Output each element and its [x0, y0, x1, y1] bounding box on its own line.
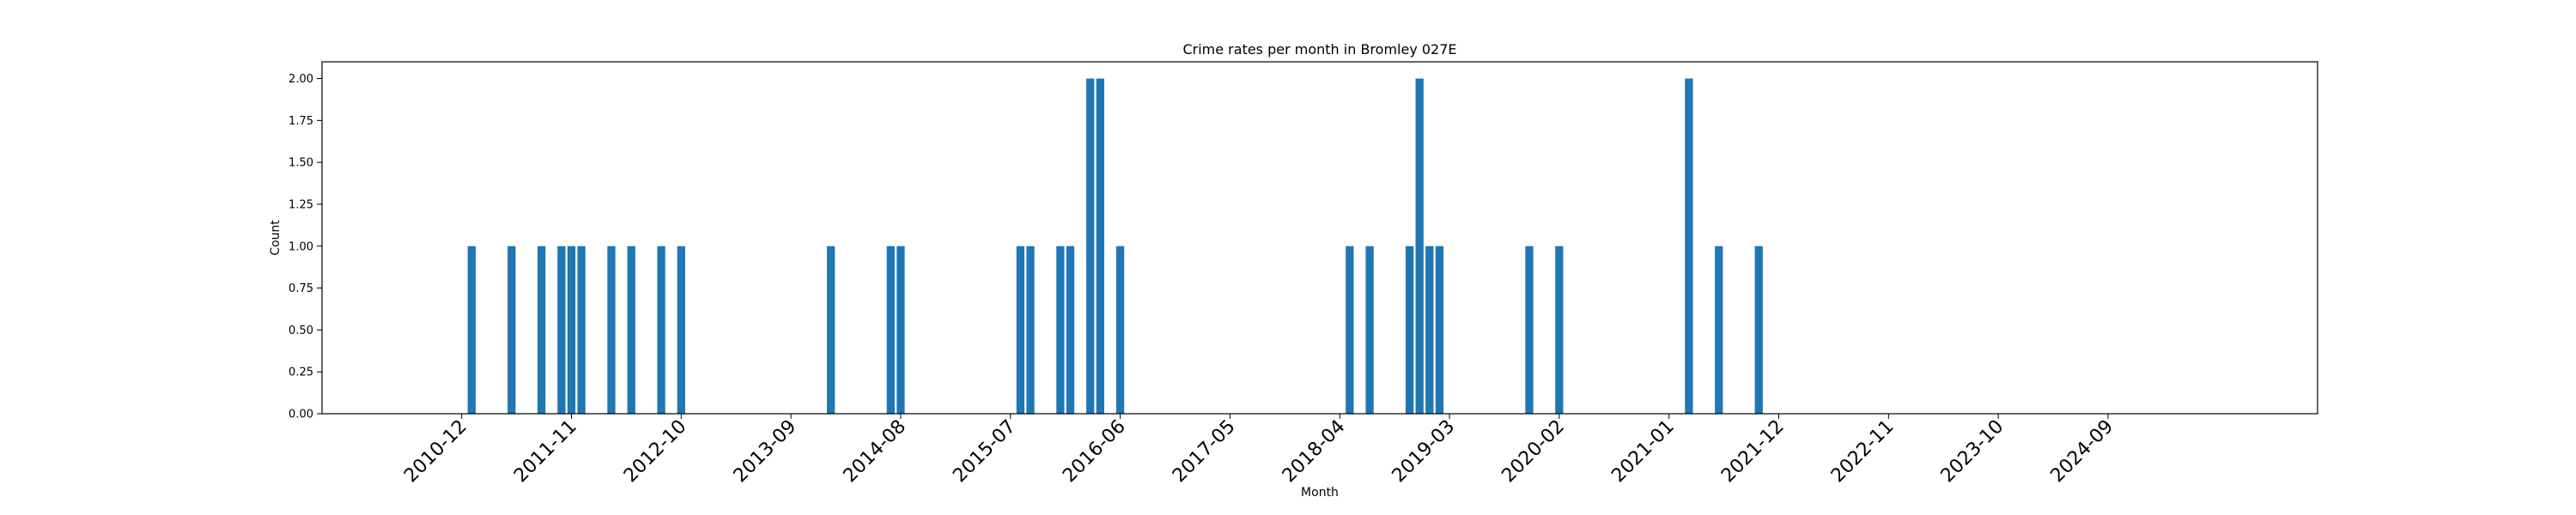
x-axis-label: Month — [1301, 486, 1339, 500]
bar — [1435, 245, 1444, 414]
bar — [1056, 245, 1065, 414]
y-tick-label: 1.25 — [289, 198, 313, 211]
bar — [1525, 245, 1534, 414]
bar — [537, 245, 546, 414]
y-tick-label: 0.50 — [289, 324, 313, 337]
y-tick-label: 1.75 — [289, 115, 313, 128]
bar — [1415, 78, 1424, 415]
bar — [1555, 245, 1564, 414]
y-tick-label: 0.25 — [289, 367, 313, 379]
bar — [1096, 78, 1105, 415]
bar — [657, 245, 665, 414]
bar — [1346, 245, 1354, 414]
bar — [1016, 245, 1025, 414]
bar — [896, 245, 905, 414]
y-tick-label: 0.00 — [289, 409, 313, 421]
y-axis: 0.00 0.25 0.50 0.75 1.00 1.25 1.50 1.75 2.00 — [289, 73, 322, 421]
bar — [627, 245, 635, 414]
y-tick-label: 1.50 — [289, 157, 313, 170]
bar — [507, 245, 516, 414]
bar — [1026, 245, 1035, 414]
bar — [567, 245, 576, 414]
bar — [1425, 245, 1434, 414]
bar — [1685, 78, 1693, 415]
bar — [1405, 245, 1414, 414]
bar — [1365, 245, 1374, 414]
bars-group — [467, 78, 1763, 415]
chart-title: Crime rates per month in Bromley 027E — [1182, 41, 1456, 58]
y-tick-label: 0.75 — [289, 282, 313, 295]
bar — [1086, 78, 1095, 415]
y-tick-label: 1.00 — [289, 240, 313, 253]
bar — [677, 245, 685, 414]
bar — [1115, 245, 1125, 414]
bar — [1715, 245, 1723, 414]
bar — [557, 245, 566, 414]
bar — [826, 245, 835, 414]
bar — [1754, 245, 1763, 414]
y-tick-label: 2.00 — [289, 73, 313, 86]
plot-frame — [321, 61, 2318, 415]
bar — [577, 245, 586, 414]
bar — [1066, 245, 1075, 414]
bar — [607, 245, 616, 414]
bar — [886, 245, 895, 414]
y-axis-label: Count — [269, 220, 283, 256]
bar — [467, 245, 476, 414]
